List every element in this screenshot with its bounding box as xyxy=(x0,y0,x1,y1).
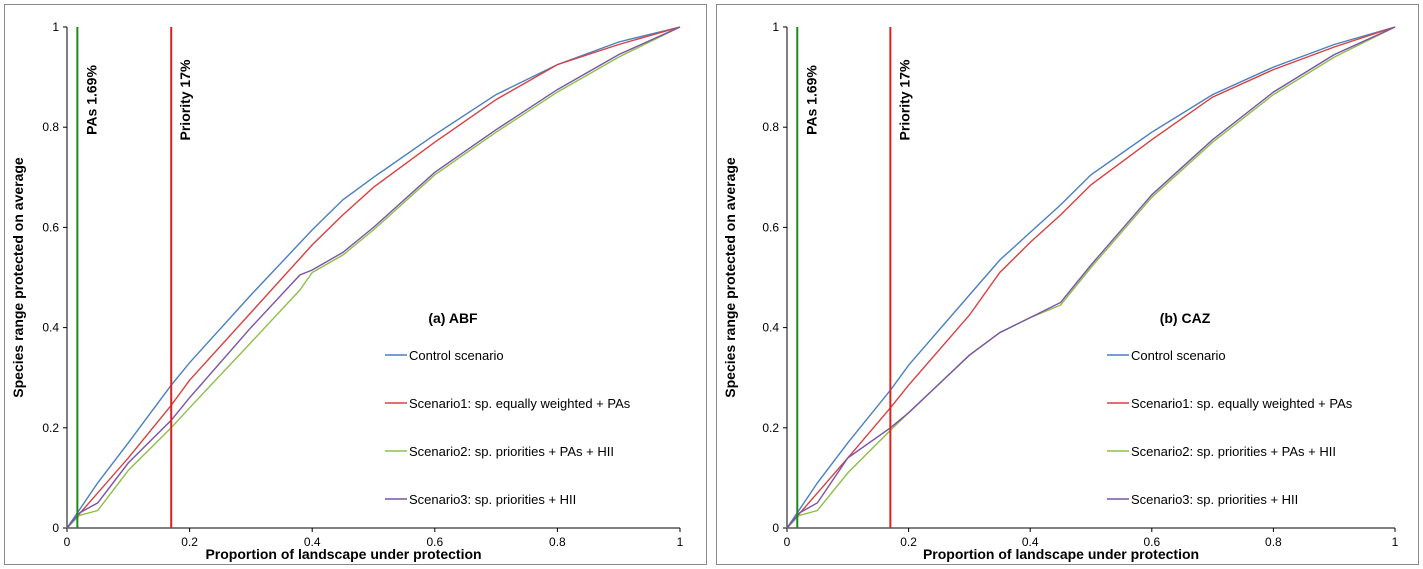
x-tick-label: 0 xyxy=(64,535,71,549)
x-tick-label: 0.4 xyxy=(1022,535,1039,549)
y-tick-label: 0.8 xyxy=(42,120,59,134)
y-tick-label: 0.4 xyxy=(762,321,779,335)
legend-label-1: Control scenario xyxy=(1131,348,1226,363)
x-tick-label: 0.8 xyxy=(1265,535,1282,549)
y-tick-label: 1 xyxy=(52,20,59,34)
series-line-4 xyxy=(786,26,1396,529)
legend-label-1: Control scenario xyxy=(409,348,504,363)
reference-line-label-2: Priority 17% xyxy=(896,59,912,140)
y-axis-title: Species range protected on average xyxy=(10,157,26,398)
chart-title: (a) ABF xyxy=(428,310,478,326)
y-tick-label: 0.6 xyxy=(42,220,59,234)
reference-line-label-2: Priority 17% xyxy=(177,59,193,140)
chart-svg-abf: 0 0.2 0.4 0.6 0.8 1 0 0.2 0.4 0.6 0.8 1 Proportion o… xyxy=(10,20,684,562)
x-tick-label: 1 xyxy=(1392,535,1399,549)
y-tick-label: 0.8 xyxy=(762,120,779,134)
chart-panel-caz: 0 0.2 0.4 0.6 0.8 1 0 0.2 0.4 0.6 0.8 1 Proportion o… xyxy=(716,4,1419,565)
y-axis-title: Species range protected on average xyxy=(722,157,738,398)
y-tick-label: 0.2 xyxy=(42,421,59,435)
x-tick-label: 0.6 xyxy=(426,535,443,549)
x-tick-label: 0 xyxy=(784,535,791,549)
y-tick-label: 0.2 xyxy=(762,421,779,435)
x-axis-title: Proportion of landscape under protection xyxy=(923,546,1199,562)
series-line-4 xyxy=(66,26,681,529)
legend-label-3: Scenario2: sp. priorities + PAs + HII xyxy=(1131,444,1336,459)
chart-panel-abf: 0 0.2 0.4 0.6 0.8 1 0 0.2 0.4 0.6 0.8 1 Proportion o… xyxy=(4,4,707,565)
y-tick-label: 0.6 xyxy=(762,220,779,234)
y-tick-label: 0 xyxy=(772,521,779,535)
reference-line-label-1: PAs 1.69% xyxy=(83,65,99,135)
legend-label-4: Scenario3: sp. priorities + HII xyxy=(1131,492,1298,507)
y-tick-label: 0.4 xyxy=(42,321,59,335)
x-tick-label: 0.6 xyxy=(1143,535,1160,549)
x-tick-label: 0.4 xyxy=(304,535,321,549)
chart-title: (b) CAZ xyxy=(1160,310,1211,326)
legend-label-4: Scenario3: sp. priorities + HII xyxy=(409,492,576,507)
chart-svg-caz: 0 0.2 0.4 0.6 0.8 1 0 0.2 0.4 0.6 0.8 1 Proportion o… xyxy=(722,20,1399,562)
x-tick-label: 0.8 xyxy=(549,535,566,549)
x-tick-label: 0.2 xyxy=(181,535,198,549)
legend-label-2: Scenario1: sp. equally weighted + PAs xyxy=(1131,396,1353,411)
reference-line-label-1: PAs 1.69% xyxy=(803,65,819,135)
series-line-1 xyxy=(786,26,1396,529)
x-axis-title: Proportion of landscape under protection xyxy=(205,546,481,562)
series-line-1 xyxy=(66,26,681,529)
y-tick-label: 1 xyxy=(772,20,779,34)
series-line-3 xyxy=(66,26,681,529)
series-line-2 xyxy=(786,26,1396,529)
x-tick-label: 0.2 xyxy=(900,535,917,549)
legend-label-2: Scenario1: sp. equally weighted + PAs xyxy=(409,396,631,411)
series-line-2 xyxy=(66,26,681,529)
legend-label-3: Scenario2: sp. priorities + PAs + HII xyxy=(409,444,614,459)
x-tick-label: 1 xyxy=(677,535,684,549)
y-tick-label: 0 xyxy=(52,521,59,535)
